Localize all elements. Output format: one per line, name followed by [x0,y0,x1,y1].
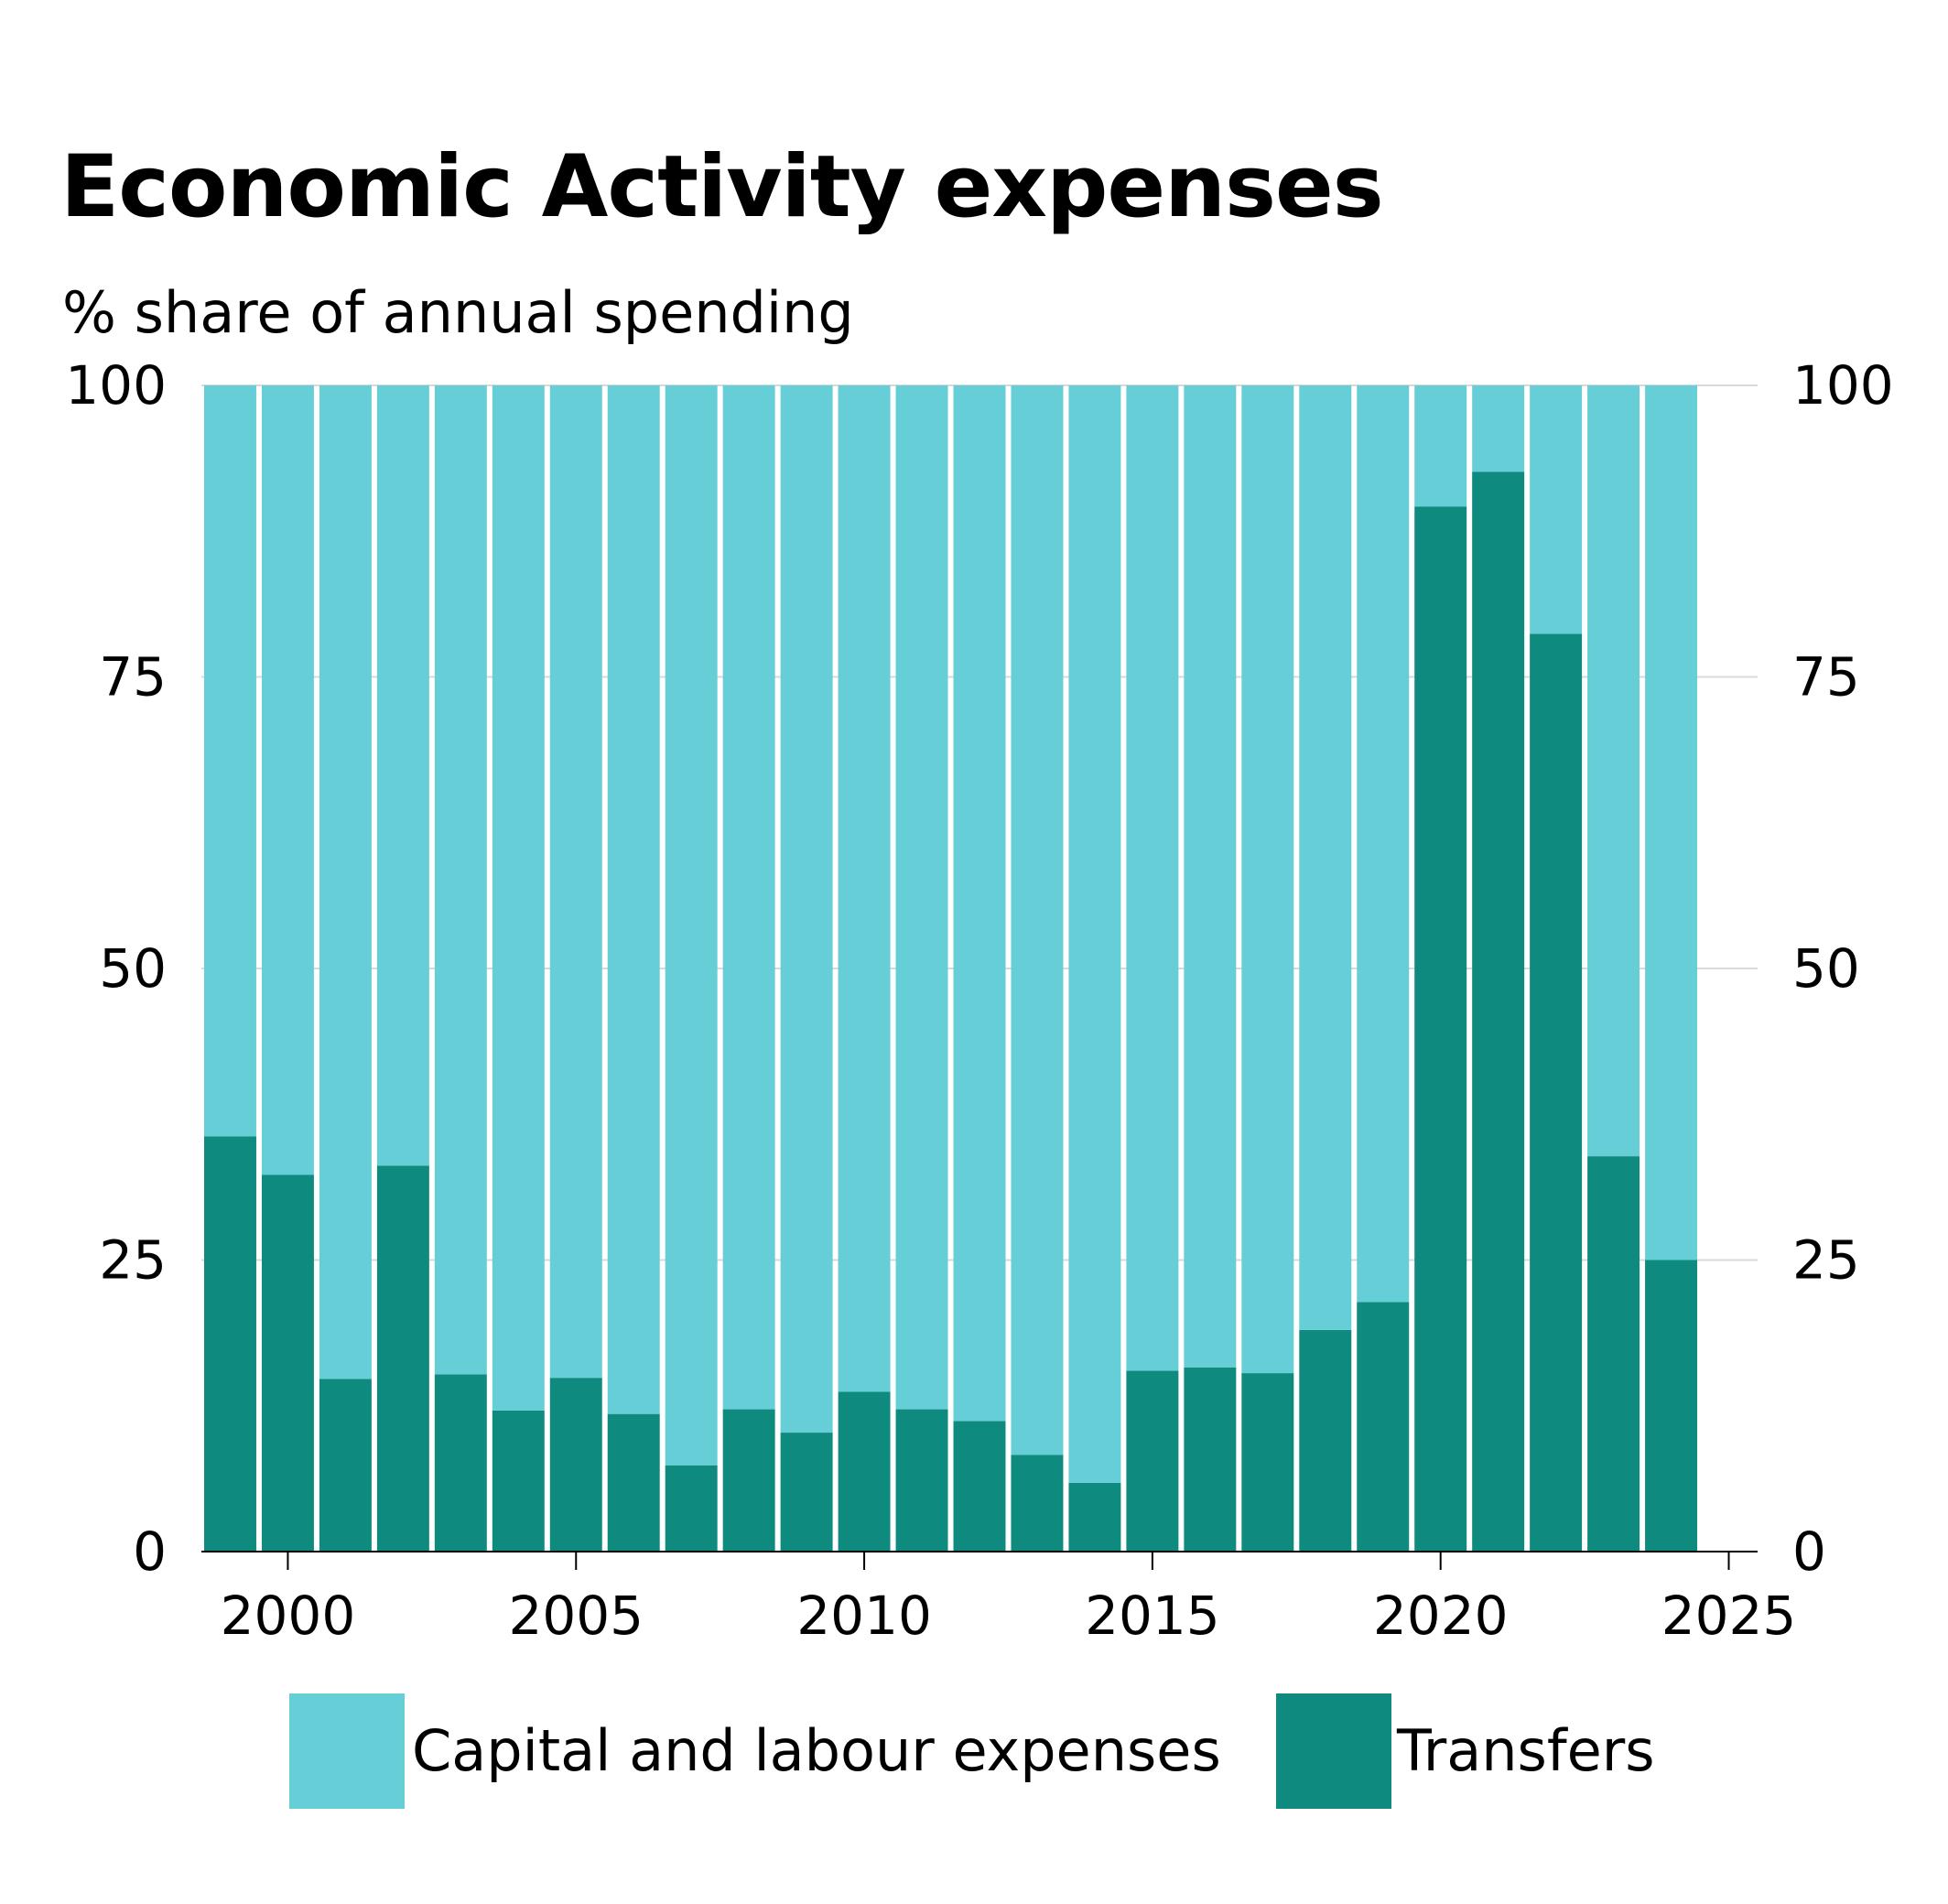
bar-capital-and-labour-expenses-2021 [1472,385,1525,472]
bar-capital-and-labour-expenses-2018 [1299,385,1352,1330]
x-tick-label: 2025 [1661,1585,1797,1647]
x-tick-label: 2005 [508,1585,644,1647]
bar-transfers-2004 [492,1410,545,1552]
chart-subtitle: % share of annual spending [62,279,854,346]
bar-transfers-2002 [376,1165,429,1552]
bar-transfers-2016 [1184,1367,1237,1552]
bar-capital-and-labour-expenses-2022 [1530,385,1583,634]
bar-transfers-1999 [204,1136,256,1552]
bar-capital-and-labour-expenses-2017 [1241,385,1294,1374]
bar-capital-and-labour-expenses-2015 [1126,385,1179,1371]
bar-capital-and-labour-expenses-2002 [376,385,429,1166]
y-tick-label-left: 0 [133,1520,167,1583]
x-tick-label: 2010 [796,1585,932,1647]
y-tick-label-right: 0 [1792,1520,1826,1583]
bar-capital-and-labour-expenses-2020 [1414,385,1467,507]
bar-transfers-2020 [1414,506,1467,1552]
y-tick-label-right: 50 [1792,937,1860,1000]
legend-swatch-capital-and-labour-expenses [289,1693,405,1809]
bar-transfers-2018 [1299,1329,1352,1552]
bar-transfers-2013 [1011,1455,1064,1552]
bar-transfers-2015 [1126,1370,1179,1552]
bar-capital-and-labour-expenses-1999 [204,385,256,1137]
bar-transfers-2024 [1645,1260,1698,1552]
axes: 0 0 25 25 50 50 75 75 100 100 2000 2005 2010 2015 2020… [65,354,1893,1647]
bar-transfers-2006 [607,1413,660,1552]
bar-capital-and-labour-expenses-2019 [1357,385,1410,1303]
bar-transfers-2021 [1472,471,1525,1552]
bar-transfers-2008 [722,1409,775,1552]
bar-capital-and-labour-expenses-2006 [607,385,660,1414]
y-tick-label-right: 25 [1792,1229,1860,1292]
bar-capital-and-labour-expenses-2024 [1645,385,1698,1260]
bar-transfers-2023 [1587,1156,1640,1552]
bar-transfers-2005 [549,1378,602,1552]
bar-capital-and-labour-expenses-2016 [1184,385,1237,1368]
bar-capital-and-labour-expenses-2009 [780,385,833,1433]
bar-transfers-2012 [953,1421,1006,1552]
y-tick-label-left: 25 [99,1229,167,1292]
bar-capital-and-labour-expenses-2014 [1068,385,1121,1483]
y-tick-label-left: 75 [99,646,167,709]
bar-capital-and-labour-expenses-2001 [319,385,372,1379]
x-tick-label: 2015 [1085,1585,1220,1647]
bar-transfers-2007 [665,1465,718,1552]
bar-transfers-2011 [895,1409,948,1552]
y-tick-label-left: 100 [65,354,167,416]
bar-transfers-2019 [1357,1302,1410,1552]
bar-capital-and-labour-expenses-2013 [1011,385,1064,1455]
legend-swatch-transfers [1276,1693,1391,1809]
y-tick-label-right: 100 [1792,354,1894,416]
bar-transfers-2001 [319,1379,372,1552]
y-tick-label-left: 50 [99,937,167,1000]
bar-capital-and-labour-expenses-2010 [838,385,891,1392]
bar-transfers-2009 [780,1433,833,1552]
bar-transfers-2017 [1241,1373,1294,1552]
bar-capital-and-labour-expenses-2000 [261,385,314,1175]
bar-transfers-2010 [838,1391,891,1552]
y-tick-label-right: 75 [1792,646,1860,709]
chart-title: Economic Activity expenses [60,137,1384,237]
legend-label-capital-and-labour-expenses: Capital and labour expenses [412,1717,1221,1784]
bar-capital-and-labour-expenses-2003 [434,385,487,1375]
bar-transfers-2014 [1068,1482,1121,1552]
bar-capital-and-labour-expenses-2012 [953,385,1006,1422]
bar-capital-and-labour-expenses-2005 [549,385,602,1379]
x-tick-label: 2020 [1373,1585,1509,1647]
legend-label-transfers: Transfers [1396,1717,1655,1784]
bar-capital-and-labour-expenses-2007 [665,385,718,1466]
bar-transfers-2000 [261,1174,314,1552]
bar-capital-and-labour-expenses-2008 [722,385,775,1410]
bars [204,385,1698,1552]
x-tick-label: 2000 [221,1585,356,1647]
bar-capital-and-labour-expenses-2011 [895,385,948,1410]
bar-capital-and-labour-expenses-2023 [1587,385,1640,1157]
legend: Capital and labour expenses Transfers [289,1693,1655,1809]
bar-capital-and-labour-expenses-2004 [492,385,545,1411]
bar-transfers-2003 [434,1374,487,1552]
bar-transfers-2022 [1530,633,1583,1552]
